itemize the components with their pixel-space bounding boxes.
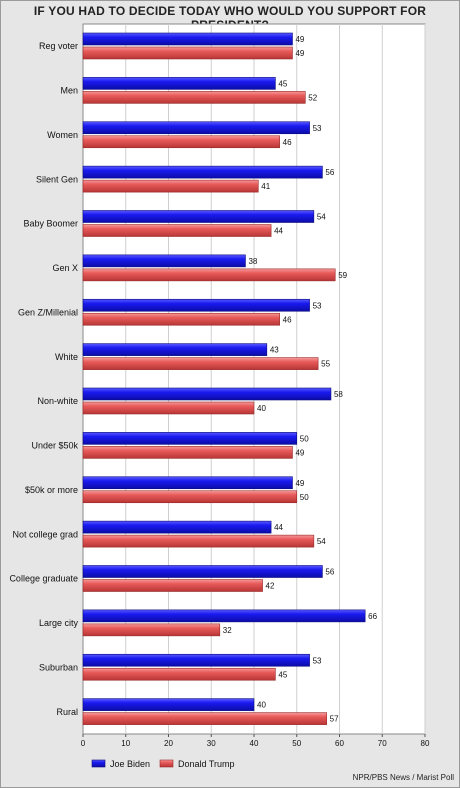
value-label-biden: 56 xyxy=(325,568,334,577)
x-tick-label: 50 xyxy=(292,739,301,748)
value-label-trump: 50 xyxy=(300,493,309,502)
value-label-trump: 40 xyxy=(257,404,266,413)
bar-biden xyxy=(82,432,298,445)
value-label-trump: 42 xyxy=(266,582,275,591)
category-label: Under $50k xyxy=(31,441,78,451)
x-tick-label: 30 xyxy=(207,739,216,748)
bar-trump xyxy=(82,179,259,193)
bar-biden xyxy=(82,387,332,401)
bar-trump xyxy=(82,712,327,725)
bar-biden xyxy=(82,254,246,268)
bar-trump xyxy=(82,46,293,60)
category-label: Gen Z/Millenial xyxy=(18,307,78,317)
value-label-biden: 49 xyxy=(295,479,304,488)
category-label: Baby Boomer xyxy=(23,219,78,229)
value-label-trump: 55 xyxy=(321,360,330,369)
value-label-biden: 66 xyxy=(368,612,377,621)
value-label-trump: 49 xyxy=(295,49,304,58)
category-label: Men xyxy=(60,86,78,96)
x-tick-label: 80 xyxy=(421,739,430,748)
category-label: $50k or more xyxy=(25,485,78,495)
value-label-biden: 53 xyxy=(313,124,322,133)
value-label-trump: 57 xyxy=(330,715,339,724)
x-tick-label: 20 xyxy=(164,739,173,748)
bar-trump xyxy=(82,91,306,104)
bar-trump xyxy=(82,224,272,237)
bar-biden xyxy=(82,476,293,490)
value-label-biden: 54 xyxy=(317,213,326,222)
value-label-biden: 44 xyxy=(274,523,283,532)
bar-biden xyxy=(82,165,323,179)
category-label: Reg voter xyxy=(39,41,78,51)
value-label-biden: 53 xyxy=(313,656,322,665)
bar-trump xyxy=(82,490,298,504)
legend-swatch-trump xyxy=(159,759,174,768)
category-label: Gen X xyxy=(52,263,78,273)
value-label-trump: 54 xyxy=(317,537,326,546)
value-label-trump: 44 xyxy=(274,227,283,236)
bar-trump xyxy=(82,401,255,415)
legend-swatch-biden xyxy=(91,759,106,768)
value-label-biden: 56 xyxy=(325,168,334,177)
bar-trump xyxy=(82,268,336,282)
category-label: College graduate xyxy=(9,574,78,584)
bar-trump xyxy=(82,667,276,681)
value-label-biden: 38 xyxy=(248,257,257,266)
bar-biden xyxy=(82,565,323,578)
value-label-biden: 58 xyxy=(334,390,343,399)
value-label-trump: 45 xyxy=(278,670,287,679)
bar-biden xyxy=(82,32,293,46)
value-label-trump: 41 xyxy=(261,182,270,191)
bar-trump xyxy=(82,579,263,592)
value-label-trump: 46 xyxy=(283,315,292,324)
category-label: White xyxy=(55,352,78,362)
bar-biden xyxy=(82,343,268,356)
category-label: Suburban xyxy=(39,662,78,672)
category-label: Women xyxy=(47,130,78,140)
value-label-trump: 59 xyxy=(338,271,347,280)
value-label-biden: 43 xyxy=(270,346,279,355)
source-note: NPR/PBS News / Marist Poll xyxy=(352,773,454,782)
value-label-trump: 52 xyxy=(308,93,317,102)
legend-label-trump: Donald Trump xyxy=(178,759,235,769)
category-label: Large city xyxy=(39,618,79,628)
bar-biden xyxy=(82,609,366,623)
bar-trump xyxy=(82,312,280,326)
value-label-biden: 50 xyxy=(300,434,309,443)
x-tick-label: 60 xyxy=(335,739,344,748)
value-label-trump: 46 xyxy=(283,138,292,147)
bar-trump xyxy=(82,135,280,149)
value-label-biden: 53 xyxy=(313,301,322,310)
value-label-trump: 32 xyxy=(223,626,232,635)
x-tick-label: 40 xyxy=(250,739,259,748)
bar-trump xyxy=(82,357,319,370)
x-tick-label: 10 xyxy=(121,739,130,748)
category-label: Silent Gen xyxy=(36,174,78,184)
bar-biden xyxy=(82,653,310,667)
value-label-biden: 45 xyxy=(278,79,287,88)
bar-biden xyxy=(82,698,255,711)
category-label: Non-white xyxy=(37,396,78,406)
bar-biden xyxy=(82,121,310,135)
x-tick-label: 0 xyxy=(81,739,86,748)
bar-trump xyxy=(82,446,293,459)
category-label: Rural xyxy=(56,707,78,717)
bar-biden xyxy=(82,520,272,534)
legend-label-biden: Joe Biden xyxy=(110,759,150,769)
bar-biden xyxy=(82,210,315,223)
value-label-biden: 40 xyxy=(257,701,266,710)
bar-biden xyxy=(82,77,276,90)
bar-biden xyxy=(82,298,310,312)
bar-trump xyxy=(82,534,315,548)
bar-trump xyxy=(82,623,221,637)
value-label-biden: 49 xyxy=(295,35,304,44)
value-label-trump: 49 xyxy=(295,448,304,457)
x-tick-label: 70 xyxy=(378,739,387,748)
category-label: Not college grad xyxy=(12,529,78,539)
